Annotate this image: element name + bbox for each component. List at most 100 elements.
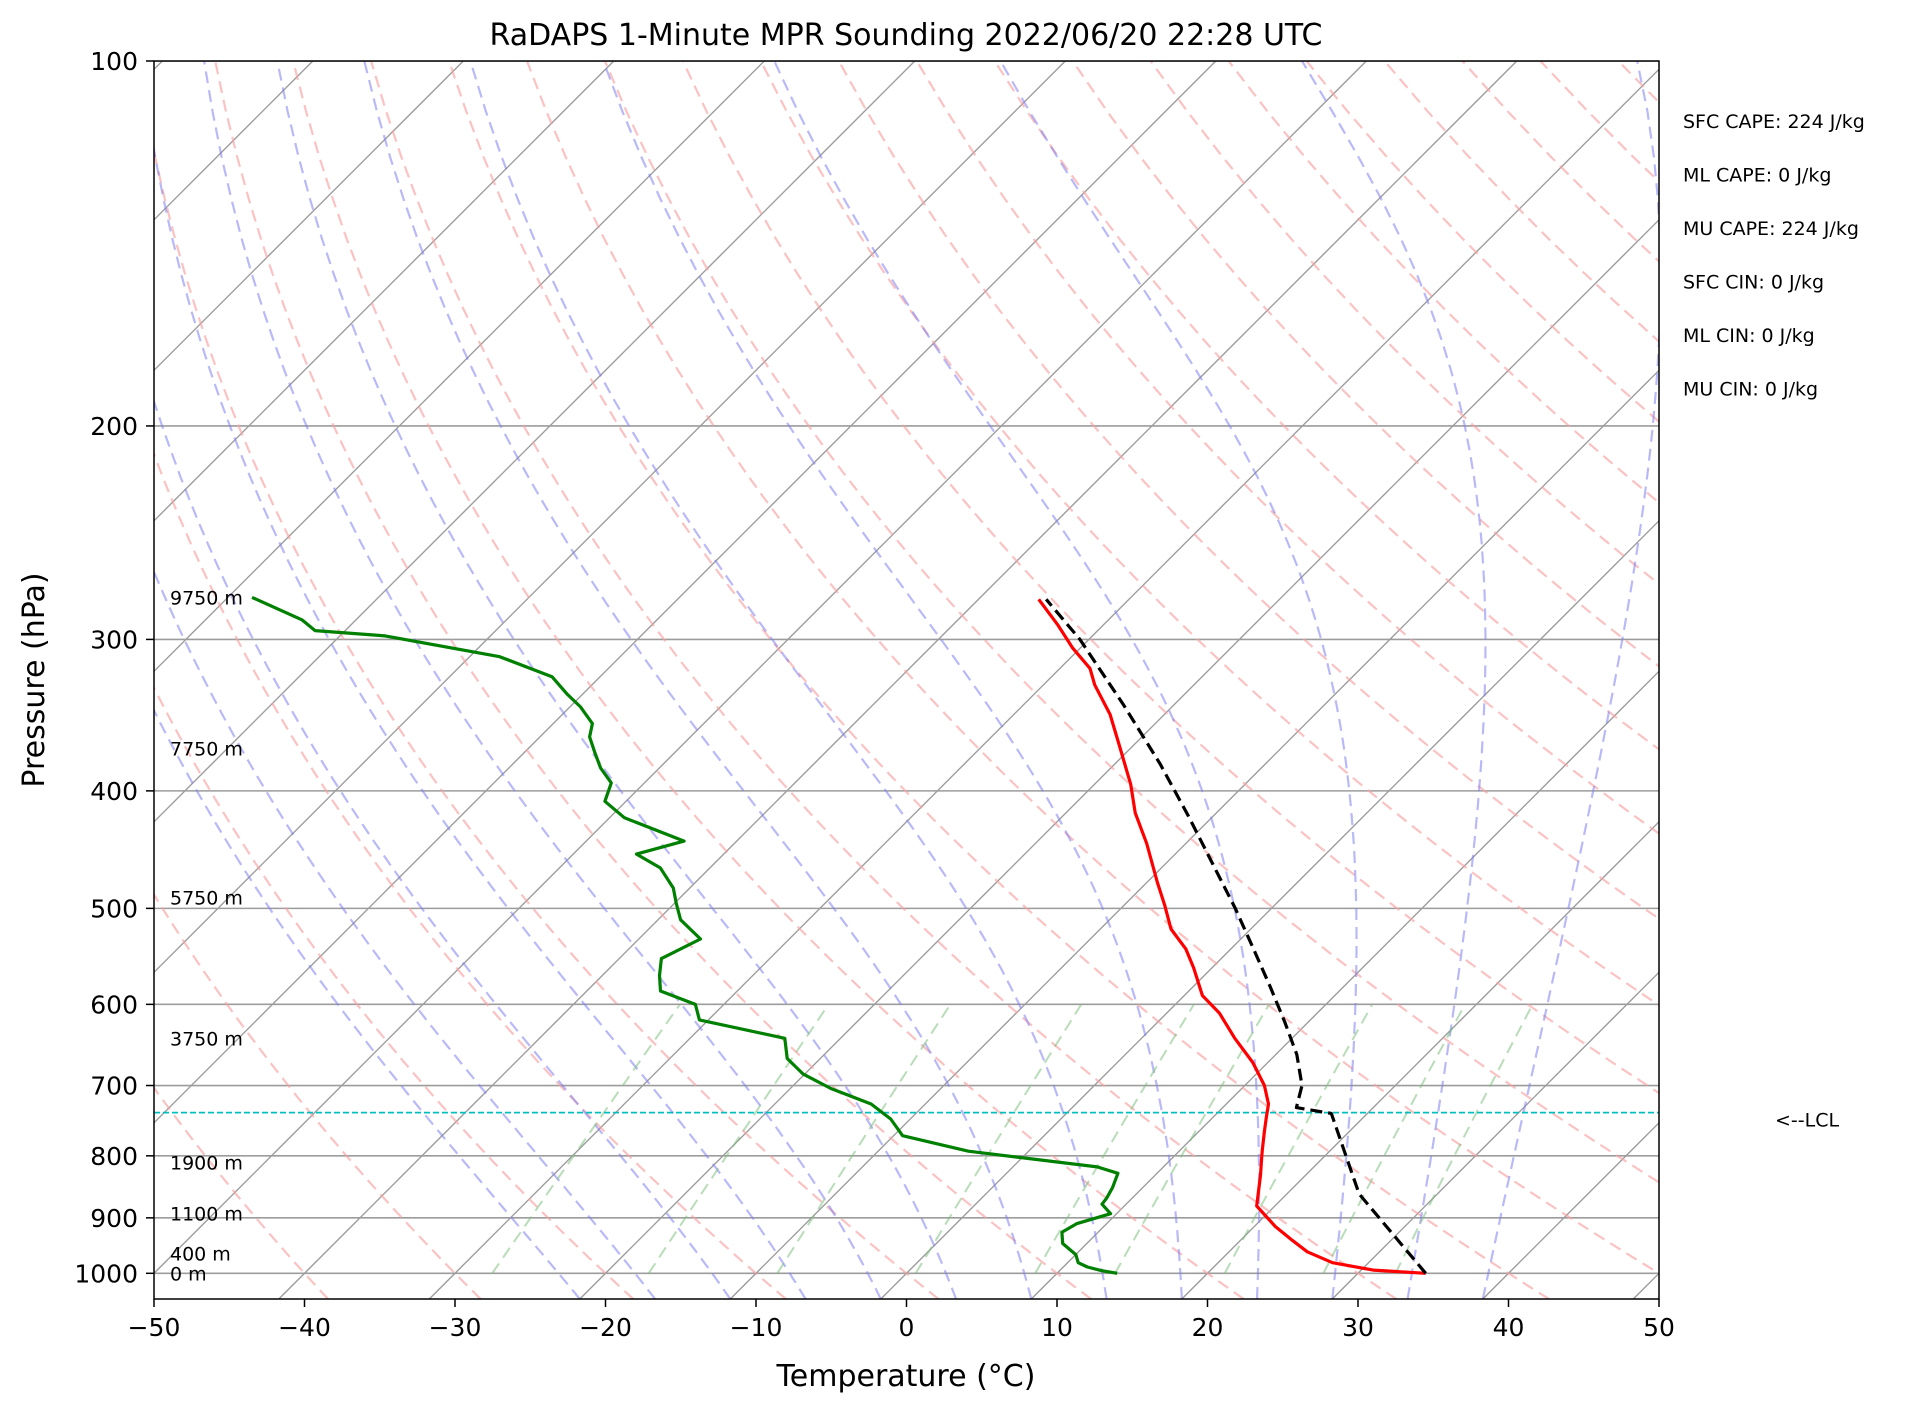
x-tick-label: 40 xyxy=(1493,1313,1525,1342)
x-tick-label: −10 xyxy=(730,1313,783,1342)
dry-adiabat-line xyxy=(1461,61,1659,263)
y-tick-label: 300 xyxy=(90,625,138,654)
background-grid xyxy=(0,61,1659,1299)
dry-adiabat-line xyxy=(1149,61,1659,586)
mixing-ratio-line xyxy=(1034,1003,1195,1274)
lcl-label: <--LCL xyxy=(1775,1110,1839,1132)
isotherm-line xyxy=(1030,670,1659,1299)
isotherm-line xyxy=(428,68,1659,1299)
moist-adiabat-line xyxy=(276,61,958,1299)
axis-ticks: −50 −40 −30 −20 −10 0 10 20 30 40 50 100 200 300 400 50… xyxy=(74,47,1675,1342)
isotherm-line xyxy=(579,218,1659,1299)
y-tick-label: 700 xyxy=(90,1072,138,1101)
dewpoint-profile-line xyxy=(251,595,1120,1275)
mixing-ratio-line xyxy=(491,1003,681,1274)
dry-adiabat-line xyxy=(154,892,482,1299)
isotherm-line xyxy=(154,61,1367,1275)
moist-adiabat-line xyxy=(154,142,807,1299)
moist-adiabat-line xyxy=(999,61,1358,1299)
isotherm-line xyxy=(154,61,615,522)
x-tick-label: 50 xyxy=(1643,1313,1675,1342)
x-tick-label: 10 xyxy=(1041,1313,1073,1342)
isotherm-line xyxy=(1331,971,1659,1299)
parcel-profile-line xyxy=(1044,598,1427,1275)
isotherm-line xyxy=(154,61,1217,1124)
dry-adiabat-line xyxy=(1071,61,1659,668)
x-tick-label: −40 xyxy=(278,1313,331,1342)
y-axis-title: Pressure (hPa) xyxy=(17,572,52,787)
dry-adiabat-line xyxy=(681,61,1659,1095)
moist-adiabat-line xyxy=(203,61,882,1299)
moist-adiabat-line xyxy=(154,708,581,1299)
x-axis-title: Temperature (°C) xyxy=(776,1359,1036,1394)
height-label: 400 m xyxy=(170,1243,231,1265)
sounding-series xyxy=(251,595,1427,1275)
isotherm-line xyxy=(880,519,1659,1299)
stat-line: SFC CIN: 0 J/kg xyxy=(1683,272,1824,294)
moist-adiabat-line xyxy=(363,61,1033,1299)
height-label: 1100 m xyxy=(170,1204,243,1226)
y-tick-label: 500 xyxy=(90,894,138,923)
mixing-ratio-line xyxy=(914,1003,1083,1274)
height-label: 5750 m xyxy=(170,888,243,910)
height-label: 1900 m xyxy=(170,1152,243,1174)
moist-adiabat-line xyxy=(773,61,1261,1299)
annotations: 9750 m 7750 m 5750 m 3750 m 1900 m 1100 m 400 … xyxy=(170,111,1865,1285)
isotherm-line xyxy=(0,61,12,1299)
height-label: 3750 m xyxy=(170,1028,243,1050)
x-tick-label: 0 xyxy=(899,1313,915,1342)
chart-title: RaDAPS 1-Minute MPR Sounding 2022/06/20 … xyxy=(490,18,1323,53)
dry-adiabat-line xyxy=(447,61,1550,1299)
isotherm-line xyxy=(1482,1121,1659,1299)
moist-adiabat-line xyxy=(602,61,1183,1299)
y-tick-label: 600 xyxy=(90,990,138,1019)
mixing-ratio-line xyxy=(1223,1003,1374,1274)
dry-adiabat-line xyxy=(1617,61,1659,104)
y-tick-label: 400 xyxy=(90,777,138,806)
dry-adiabat-line xyxy=(603,61,1659,1184)
x-tick-label: 30 xyxy=(1342,1313,1374,1342)
stat-line: ML CAPE: 0 J/kg xyxy=(1683,165,1831,187)
height-label: 0 m xyxy=(170,1263,207,1285)
isotherm-line xyxy=(154,61,1066,974)
y-tick-label: 800 xyxy=(90,1142,138,1171)
y-tick-label: 200 xyxy=(90,412,138,441)
dry-adiabat-line xyxy=(292,61,1245,1299)
x-tick-label: −30 xyxy=(429,1313,482,1342)
height-label: 7750 m xyxy=(170,738,243,760)
temperature-profile-line xyxy=(1037,598,1426,1275)
dry-adiabat-line xyxy=(214,61,1092,1299)
stat-line: ML CIN: 0 J/kg xyxy=(1683,325,1815,347)
isotherm-line xyxy=(1181,820,1659,1299)
isotherm-line xyxy=(154,61,916,823)
dry-adiabat-line xyxy=(154,685,635,1299)
stat-line: MU CAPE: 224 J/kg xyxy=(1683,218,1859,240)
moist-adiabat-line xyxy=(1301,61,1487,1299)
moist-adiabat-line xyxy=(154,398,732,1299)
mixing-ratio-line xyxy=(647,1003,830,1274)
stat-line: MU CIN: 0 J/kg xyxy=(1683,379,1818,401)
y-tick-label: 100 xyxy=(90,47,138,76)
dry-adiabat-line xyxy=(837,61,1659,921)
dry-adiabat-line xyxy=(370,61,1398,1299)
moist-adiabat-line xyxy=(154,569,656,1299)
dry-adiabat-line xyxy=(154,451,787,1299)
y-tick-label: 900 xyxy=(90,1204,138,1233)
dry-adiabat-line xyxy=(993,61,1659,751)
isotherm-line xyxy=(154,61,765,673)
mixing-ratio-line xyxy=(1114,1003,1270,1274)
moist-adiabat-line xyxy=(469,61,1108,1299)
dry-adiabat-line xyxy=(759,61,1659,1007)
dry-adiabat-line xyxy=(154,1085,329,1299)
mixing-ratio-line xyxy=(776,1003,952,1274)
mixing-ratio-line xyxy=(1394,1003,1534,1274)
x-tick-label: −20 xyxy=(579,1313,632,1342)
isotherm-line xyxy=(154,61,464,372)
mixing-ratio-line xyxy=(1322,1003,1466,1274)
y-tick-label: 1000 xyxy=(74,1259,138,1288)
height-label: 9750 m xyxy=(170,587,243,609)
x-tick-label: 20 xyxy=(1192,1313,1224,1342)
isotherm-line xyxy=(1632,1272,1659,1299)
stat-line: SFC CAPE: 224 J/kg xyxy=(1683,111,1865,133)
